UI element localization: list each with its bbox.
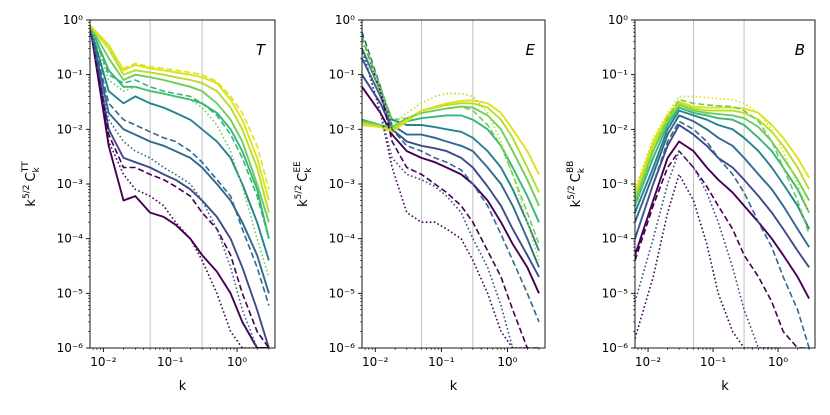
series-line-e7 (362, 102, 540, 193)
series-line-b1d (635, 150, 810, 348)
series-line-s3d (90, 25, 270, 306)
series-line-e1 (362, 86, 540, 294)
series-group (362, 31, 540, 348)
x-tick-label: 10⁻¹ (157, 355, 184, 369)
series-line-s8d (90, 24, 270, 190)
series-line-b1p (635, 173, 772, 348)
x-tick-label: 10⁰ (227, 355, 247, 369)
series-line-s1 (90, 25, 269, 348)
series-line-b2p (635, 150, 784, 348)
panel-title: T (256, 41, 267, 59)
y-tick-label: 10⁰ (335, 13, 355, 27)
series-group (90, 24, 270, 348)
x-tick-label: 10⁻² (90, 355, 117, 369)
series-line-b6d (635, 98, 810, 235)
y-tick-label: 10⁻² (329, 122, 356, 136)
series-line-b3 (635, 114, 810, 248)
series-line-b6 (635, 103, 810, 201)
y-tick-label: 10⁻² (57, 122, 84, 136)
y-axis-label: k5/2CkBB (566, 161, 587, 208)
series-line-e2p (362, 48, 528, 348)
series-line-s3 (90, 25, 270, 294)
y-tick-label: 10⁻⁵ (329, 286, 356, 300)
y-axis-label: k5/2CkTT (21, 161, 42, 207)
series-line-s1p (90, 25, 258, 348)
panel-T: 10⁻⁶ 10⁻⁵ 10⁻⁴ 10⁻³ 10⁻² 10⁻¹ 10⁰ 10⁻² 10⁻¹ 10⁰ k k… (21, 13, 276, 394)
series-line-b4 (635, 109, 810, 230)
series-line-e6d (362, 36, 540, 245)
y-tick-label: 10⁻⁴ (329, 232, 356, 246)
y-tick-label: 10⁻³ (602, 177, 629, 191)
y-tick-label: 10⁻⁵ (602, 286, 629, 300)
axes-frame (361, 19, 546, 349)
y-tick-label: 10⁻⁴ (57, 232, 84, 246)
y-tick-label: 10⁻⁶ (329, 341, 356, 355)
series-line-e7p (362, 41, 540, 261)
y-tick-label: 10⁻¹ (57, 68, 84, 82)
series-line-s6 (90, 24, 270, 223)
y-axis-label: k5/2CkEE (293, 161, 314, 207)
series-group (635, 95, 810, 348)
series-line-b8p (635, 95, 810, 213)
y-tick-label: 10⁻¹ (602, 68, 629, 82)
series-line-e6 (362, 105, 540, 207)
series-line-s7 (90, 24, 270, 213)
series-line-b7 (635, 102, 810, 197)
x-tick-label: 10⁰ (497, 355, 517, 369)
y-tick-label: 10⁻² (602, 122, 629, 136)
series-line-b8 (635, 100, 810, 193)
x-axis-label: k (450, 379, 458, 394)
y-tick-label: 10⁻⁶ (57, 341, 84, 355)
x-tick-label: 10⁻² (635, 355, 662, 369)
x-tick-label: 10⁻¹ (700, 355, 727, 369)
x-axis-label: k (179, 379, 187, 394)
series-line-s4 (90, 25, 270, 261)
series-line-b2 (635, 124, 810, 268)
y-tick-label: 10⁻¹ (329, 68, 356, 82)
series-line-e3d (362, 31, 540, 323)
series-line-e3 (362, 57, 540, 268)
y-tick-label: 10⁻⁵ (57, 286, 84, 300)
series-line-s5 (90, 24, 270, 239)
series-line-e4 (362, 48, 540, 252)
panel-title: B (795, 41, 805, 59)
y-tick-label: 10⁻³ (57, 177, 84, 191)
x-tick-label: 10⁰ (768, 355, 788, 369)
y-tick-label: 10⁻³ (329, 177, 356, 191)
x-tick-label: 10⁻² (362, 355, 389, 369)
series-line-s8 (90, 24, 270, 201)
series-line-b1 (635, 140, 810, 300)
series-line-e8 (362, 99, 540, 175)
series-line-s2 (90, 25, 270, 348)
series-line-e1p (362, 48, 528, 348)
x-axis-label: k (721, 379, 729, 394)
panel-title: E (526, 41, 536, 59)
series-line-s3p (90, 25, 258, 348)
y-tick-label: 10⁰ (608, 13, 628, 27)
panel-E: 10⁻⁶ 10⁻⁵ 10⁻⁴ 10⁻³ 10⁻² 10⁻¹ 10⁰ 10⁻² 10⁻¹ 10⁰ k k… (293, 13, 546, 394)
panel-B: 10⁻⁶ 10⁻⁵ 10⁻⁴ 10⁻³ 10⁻² 10⁻¹ 10⁰ 10⁻² 10⁻¹ 10⁰ k k… (566, 13, 816, 394)
series-line-s1d (90, 25, 270, 348)
y-tick-label: 10⁰ (63, 13, 83, 27)
x-tick-label: 10⁻¹ (428, 355, 455, 369)
series-line-s5d (90, 25, 270, 239)
series-line-e1d (362, 36, 539, 348)
y-tick-label: 10⁻⁴ (602, 232, 629, 246)
series-line-b3d (635, 120, 810, 348)
y-tick-label: 10⁻⁶ (602, 341, 629, 355)
